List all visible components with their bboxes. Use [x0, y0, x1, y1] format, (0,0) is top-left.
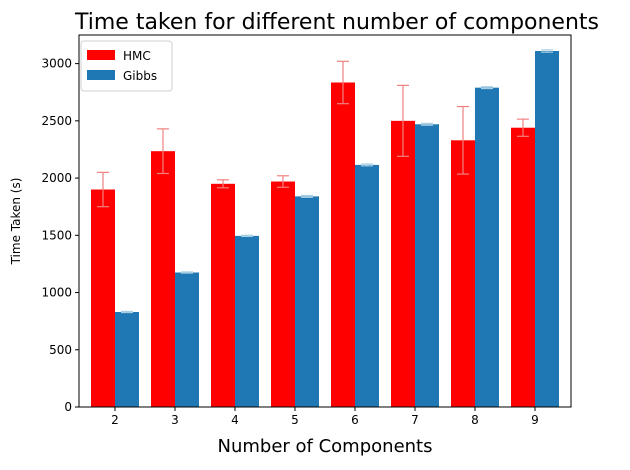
chart-title: Time taken for different number of compo…	[74, 10, 599, 35]
bar-hmc-2	[91, 189, 115, 407]
y-axis-label: Time Taken (s)	[9, 178, 23, 266]
bar-gibbs-3	[175, 272, 199, 407]
bar-gibbs-7	[415, 124, 439, 407]
bar-hmc-3	[151, 151, 175, 407]
y-tick-label-2000: 2000	[41, 171, 72, 185]
bar-gibbs-4	[235, 235, 259, 407]
bar-gibbs-8	[475, 87, 499, 407]
x-tick-label-4: 4	[231, 413, 239, 427]
y-tick-label-500: 500	[49, 343, 72, 357]
bar-hmc-4	[211, 183, 235, 407]
y-tick-label-0: 0	[64, 400, 72, 414]
bar-gibbs-5	[295, 196, 319, 407]
bar-hmc-6	[331, 82, 355, 408]
x-tick-label-9: 9	[531, 413, 539, 427]
y-tick-label-3000: 3000	[41, 57, 72, 71]
x-axis-label: Number of Components	[218, 436, 433, 457]
x-tick-label-3: 3	[171, 413, 179, 427]
bar-hmc-9	[511, 127, 535, 408]
x-tick-label-6: 6	[351, 413, 359, 427]
y-tick-label-1500: 1500	[41, 228, 72, 242]
plot-frame	[78, 34, 572, 408]
bar-gibbs-2	[115, 311, 139, 407]
legend-label-hmc: HMC	[123, 49, 151, 63]
bar-hmc-8	[451, 140, 475, 407]
y-tick-label-2500: 2500	[41, 114, 72, 128]
x-tick-label-2: 2	[111, 413, 119, 427]
legend-label-gibbs: Gibbs	[123, 69, 157, 83]
bar-gibbs-9	[535, 51, 559, 407]
legend-swatch-hmc	[87, 50, 115, 60]
bar-gibbs-6	[355, 164, 379, 407]
y-tick-label-1000: 1000	[41, 286, 72, 300]
bar-hmc-5	[271, 181, 295, 407]
legend-swatch-gibbs	[87, 70, 115, 80]
x-tick-label-8: 8	[471, 413, 479, 427]
x-tick-label-5: 5	[291, 413, 299, 427]
bar-hmc-7	[391, 120, 415, 407]
x-tick-label-7: 7	[411, 413, 419, 427]
